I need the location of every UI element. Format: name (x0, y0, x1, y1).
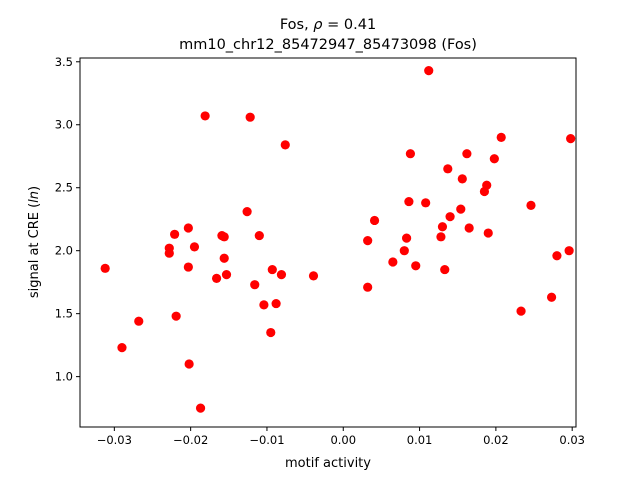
x-axis-label: motif activity (285, 456, 371, 471)
data-point (457, 174, 467, 184)
y-axis-label: signal at CRE (ln) (27, 186, 42, 298)
data-point (399, 246, 409, 256)
data-point (221, 270, 232, 280)
data-point (117, 343, 127, 353)
data-point (445, 212, 455, 222)
data-point (456, 204, 466, 214)
data-point (424, 65, 434, 76)
data-point (183, 262, 193, 272)
data-point (219, 232, 229, 242)
data-point (254, 230, 264, 241)
data-point (271, 298, 281, 309)
data-points (100, 65, 576, 413)
data-point (440, 264, 450, 275)
data-point (404, 196, 414, 207)
data-point (100, 263, 110, 273)
x-tick-label: −0.03 (97, 433, 132, 447)
data-point (564, 246, 574, 256)
data-point (546, 292, 557, 302)
data-point (436, 232, 446, 242)
data-point (489, 154, 499, 164)
data-point (211, 273, 222, 283)
plot-area-frame (79, 57, 577, 428)
x-axis-ticks: −0.03 −0.02 −0.01 0.00 0.01 0.02 0.03 (97, 427, 585, 447)
y-tick-label: 3.5 (55, 55, 73, 69)
data-point (308, 271, 319, 281)
data-point (405, 149, 416, 159)
data-point (259, 300, 269, 310)
data-point (164, 248, 174, 258)
data-point (363, 236, 373, 246)
data-point (388, 257, 398, 267)
data-point (245, 112, 255, 122)
data-point (219, 253, 229, 263)
x-tick-label: −0.01 (249, 433, 284, 447)
x-tick-label: −0.02 (173, 433, 208, 447)
data-point (250, 280, 260, 290)
y-tick-label: 3.0 (55, 118, 73, 132)
data-point (411, 261, 421, 271)
data-point (189, 242, 200, 252)
chart-title-line-1: Fos, ρ = 0.41 (280, 17, 376, 33)
data-point (267, 264, 277, 275)
y-tick-label: 2.5 (55, 181, 73, 195)
x-tick-label: 0.03 (559, 433, 585, 447)
data-point (526, 200, 536, 210)
data-point (462, 149, 472, 159)
data-point (170, 229, 180, 239)
data-point (516, 306, 526, 316)
data-point (171, 311, 181, 321)
data-point (242, 207, 252, 217)
data-point (552, 251, 562, 261)
data-point (421, 198, 431, 208)
data-point (266, 327, 276, 338)
data-point (483, 228, 493, 238)
data-point (276, 270, 287, 280)
x-tick-label: 0.02 (483, 433, 509, 447)
data-point (184, 359, 194, 369)
data-point (134, 316, 144, 326)
data-point (482, 180, 492, 190)
data-point (443, 164, 453, 174)
y-tick-label: 1.0 (55, 370, 73, 384)
y-tick-label: 2.0 (55, 244, 73, 258)
data-point (183, 223, 193, 233)
data-point (369, 215, 380, 226)
data-point (464, 223, 474, 233)
data-point (363, 282, 373, 292)
data-point (566, 134, 576, 144)
data-point (402, 233, 412, 243)
y-axis-ticks: 1.0 1.5 2.0 2.5 3.0 3.5 (55, 55, 80, 384)
data-point (496, 132, 506, 142)
data-point (200, 111, 210, 121)
data-point (437, 222, 448, 232)
y-tick-label: 1.5 (55, 307, 73, 321)
data-point (195, 403, 206, 413)
data-point (280, 140, 290, 150)
x-tick-label: 0.00 (330, 433, 356, 447)
chart-title-line-2: mm10_chr12_85472947_85473098 (Fos) (179, 37, 477, 53)
x-tick-label: 0.01 (407, 433, 433, 447)
